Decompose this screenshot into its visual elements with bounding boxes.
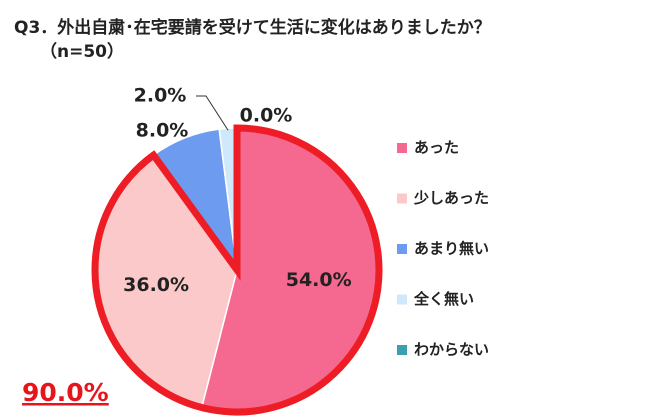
value-label: 36.0% — [123, 274, 189, 296]
legend-label: あまり無い — [414, 240, 489, 258]
chart-title: Q3．外出自粛･在宅要請を受けて生活に変化はありましたか？ — [14, 17, 491, 38]
value-label: 2.0% — [134, 85, 187, 107]
legend-swatch — [397, 193, 407, 204]
legend-swatch — [397, 143, 407, 153]
legend-label: あった — [414, 139, 459, 157]
annotation: 90.0% — [22, 378, 109, 407]
legend-label: わからない — [414, 341, 489, 359]
value-label: 8.0% — [136, 120, 189, 142]
chart-subtitle: （n=50） — [40, 41, 124, 62]
value-label: 54.0% — [286, 269, 352, 291]
legend-label: 少しあった — [413, 189, 489, 207]
legend-swatch — [397, 294, 407, 305]
value-label: 0.0% — [240, 105, 293, 127]
highlight-outline — [91, 124, 383, 416]
legend-swatch — [397, 345, 407, 355]
legend-label: 全く無い — [413, 290, 474, 308]
legend-swatch — [397, 244, 407, 254]
leader-line — [196, 95, 229, 131]
